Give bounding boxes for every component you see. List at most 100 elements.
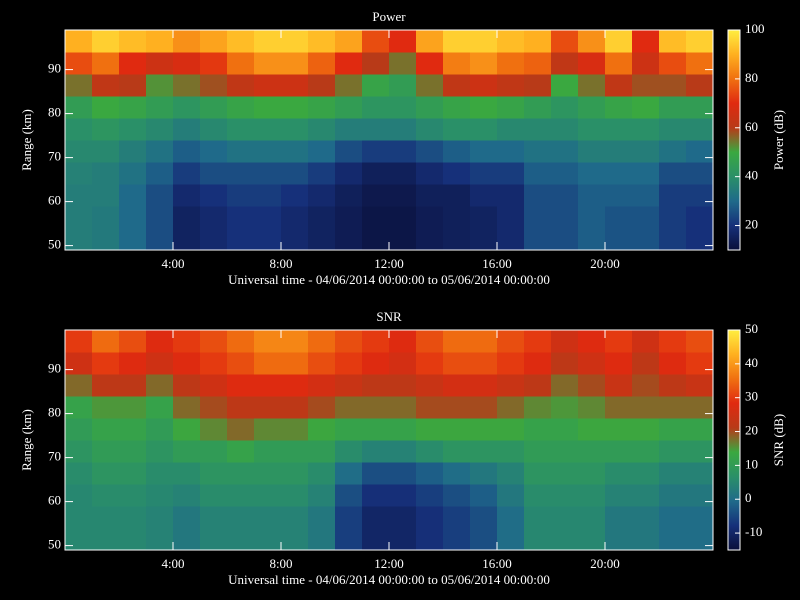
heatmap-cell	[227, 396, 255, 419]
heatmap-cell	[362, 118, 390, 141]
heatmap-cell	[254, 118, 282, 141]
heatmap-cell	[119, 118, 147, 141]
heatmap-cell	[416, 140, 444, 163]
heatmap-cell	[173, 418, 201, 441]
heatmap-cell	[281, 484, 309, 507]
heatmap-cell	[470, 418, 498, 441]
heatmap-cell	[362, 330, 390, 353]
heatmap-cell	[119, 228, 147, 251]
colorbar	[727, 29, 741, 251]
heatmap-cell	[632, 96, 660, 119]
heatmap-cell	[551, 118, 579, 141]
heatmap-cell	[119, 140, 147, 163]
heatmap-cell	[443, 462, 471, 485]
heatmap-cell	[65, 74, 93, 97]
heatmap-cell	[416, 440, 444, 463]
heatmap-cell	[254, 440, 282, 463]
heatmap-cell	[146, 206, 174, 229]
heatmap-cell	[605, 74, 633, 97]
heatmap-cell	[389, 374, 417, 397]
heatmap-cell	[335, 528, 363, 551]
heatmap-cell	[65, 52, 93, 75]
heatmap-cell	[281, 352, 309, 375]
heatmap-cell	[578, 228, 606, 251]
heatmap-cell	[686, 74, 714, 97]
colorbar-tick-label: 50	[745, 321, 758, 336]
heatmap-cell	[470, 484, 498, 507]
heatmap-cell	[65, 506, 93, 529]
colorbar-tick-label: 20	[745, 217, 758, 232]
heatmap-cell	[551, 528, 579, 551]
heatmap-cell	[254, 462, 282, 485]
x-tick-label: 16:00	[482, 556, 512, 571]
heatmap-cell	[416, 74, 444, 97]
heatmap-cell	[497, 528, 525, 551]
heatmap-cell	[524, 162, 552, 185]
colorbar-tick-label: 100	[745, 21, 765, 36]
heatmap-cell	[578, 462, 606, 485]
heatmap-cell	[65, 352, 93, 375]
heatmap-cell	[659, 52, 687, 75]
heatmap-cell	[65, 228, 93, 251]
heatmap-cell	[308, 528, 336, 551]
colorbar-tick-label: 0	[745, 490, 752, 505]
heatmap-cell	[686, 528, 714, 551]
heatmap-cell	[632, 140, 660, 163]
heatmap-cell	[308, 184, 336, 207]
heatmap-cell	[200, 440, 228, 463]
heatmap-cell	[65, 30, 93, 53]
heatmap-cell	[443, 228, 471, 251]
chart-title: Power	[372, 9, 406, 24]
heatmap-cell	[524, 506, 552, 529]
heatmap-cell	[389, 162, 417, 185]
heatmap-cell	[470, 74, 498, 97]
heatmap-cell	[578, 374, 606, 397]
heatmap-cell	[632, 528, 660, 551]
heatmap-cell	[308, 374, 336, 397]
heatmap-cell	[362, 418, 390, 441]
heatmap-cell	[443, 206, 471, 229]
heatmap-cell	[146, 374, 174, 397]
heatmap-cell	[416, 374, 444, 397]
heatmap-cell	[119, 96, 147, 119]
heatmap-cell	[389, 396, 417, 419]
heatmap-cell	[308, 96, 336, 119]
heatmap-cell	[443, 184, 471, 207]
heatmap-cell	[200, 162, 228, 185]
heatmap-cell	[389, 140, 417, 163]
heatmap-cell	[200, 184, 228, 207]
y-tick-label: 60	[48, 193, 61, 208]
heatmap-cell	[92, 396, 120, 419]
heatmap-cell	[659, 184, 687, 207]
heatmap-cell	[686, 52, 714, 75]
heatmap-cell	[335, 462, 363, 485]
heatmap-cell	[200, 418, 228, 441]
heatmap-cell	[443, 484, 471, 507]
heatmap-cell	[173, 374, 201, 397]
heatmap-cell	[119, 396, 147, 419]
heatmap-cell	[551, 184, 579, 207]
heatmap-cell	[173, 140, 201, 163]
heatmap-cell	[92, 484, 120, 507]
heatmap-cell	[146, 462, 174, 485]
heatmap-cell	[578, 184, 606, 207]
heatmap-cell	[362, 228, 390, 251]
heatmap-cell	[335, 418, 363, 441]
heatmap-cell	[686, 506, 714, 529]
heatmap-cell	[416, 228, 444, 251]
heatmap-cell	[686, 96, 714, 119]
heatmap-cell	[551, 30, 579, 53]
heatmap-cell	[497, 330, 525, 353]
heatmap-cell	[470, 330, 498, 353]
heatmap-cell	[65, 96, 93, 119]
heatmap-cell	[200, 52, 228, 75]
heatmap-cell	[605, 228, 633, 251]
heatmap-cell	[605, 52, 633, 75]
heatmap-cell	[497, 118, 525, 141]
heatmap-cell	[173, 330, 201, 353]
heatmap-cell	[92, 206, 120, 229]
heatmap-cell	[497, 374, 525, 397]
heatmap-cell	[686, 418, 714, 441]
colorbar-tick-label: 20	[745, 423, 758, 438]
x-axis-label: Universal time - 04/06/2014 00:00:00 to …	[228, 272, 550, 287]
